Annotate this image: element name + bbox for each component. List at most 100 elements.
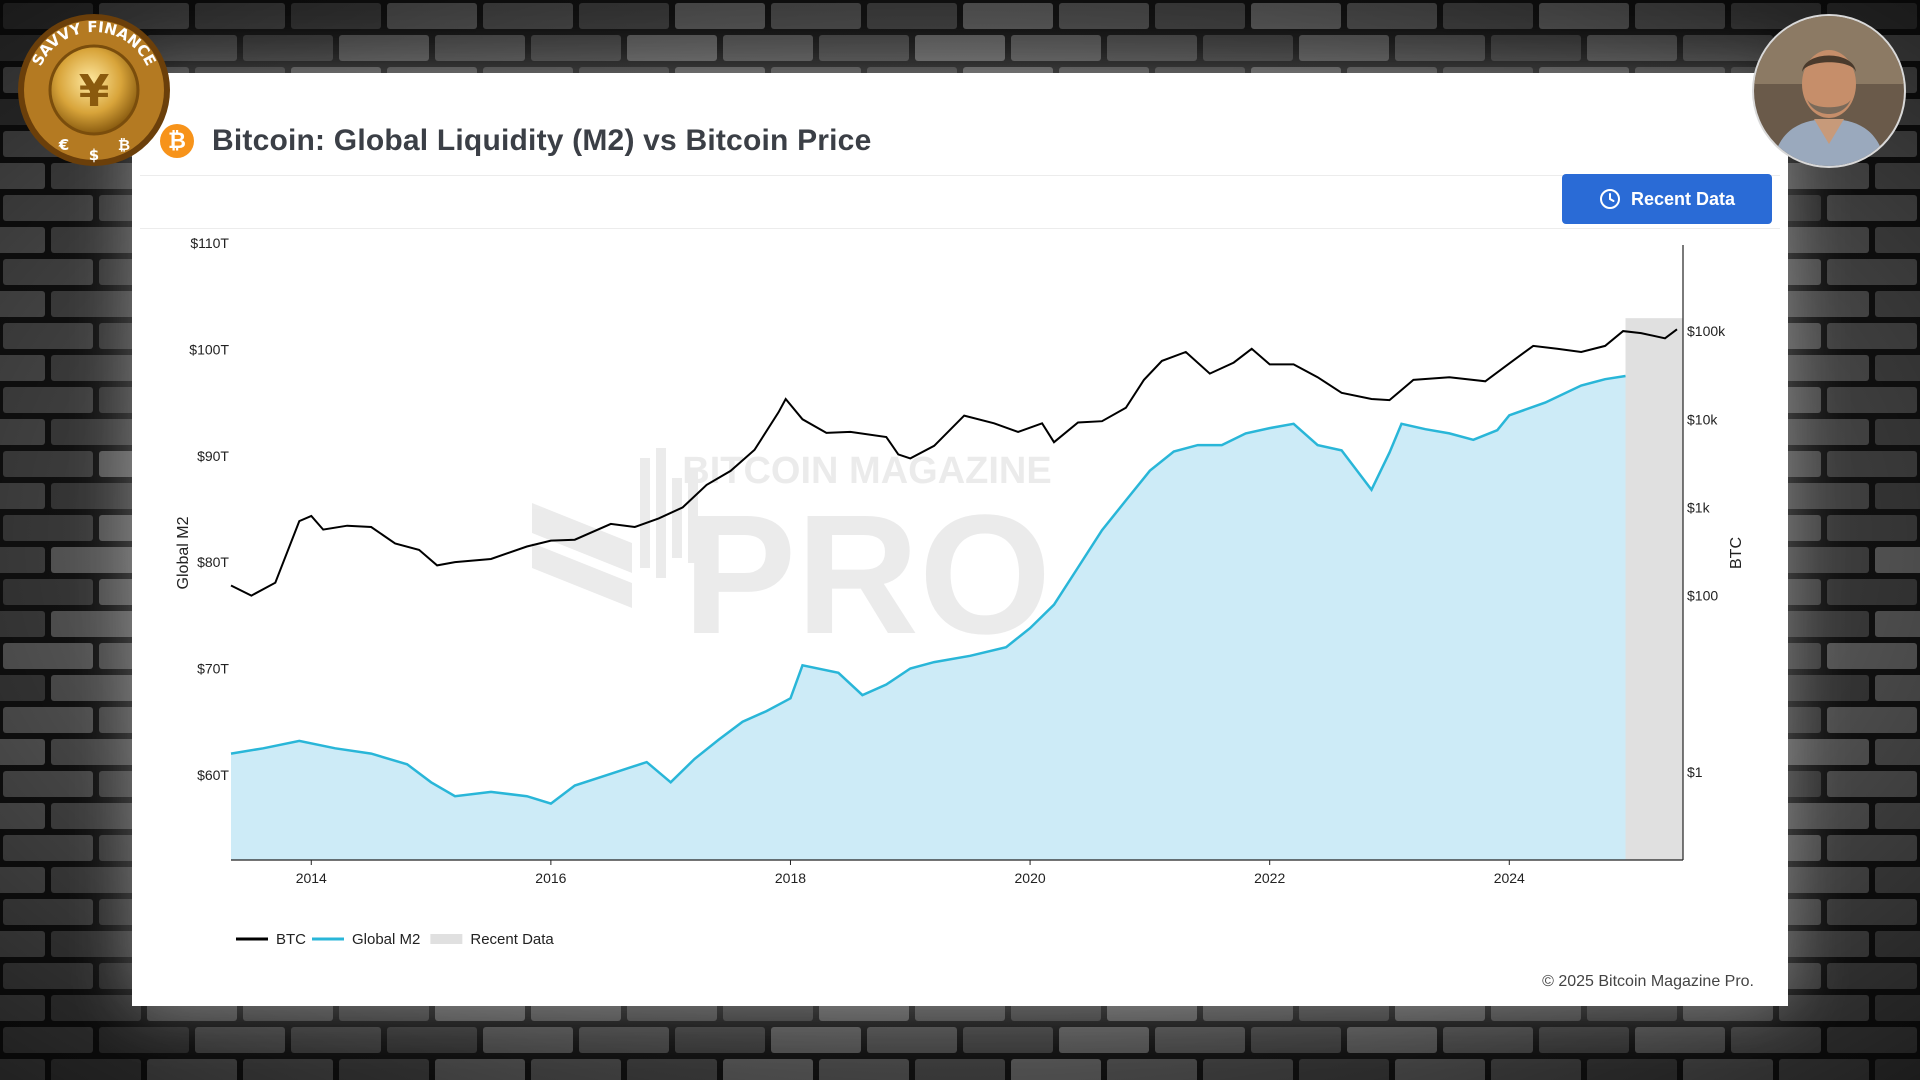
chart: BITCOIN MAGAZINE PRO 2014 2016 2018 2020 202… [175,235,1745,948]
brick [0,355,45,381]
brick [1395,35,1485,61]
brick [1299,1059,1389,1080]
brick [51,355,141,381]
brick [3,771,93,797]
presenter-avatar [1752,14,1906,168]
brick [1443,3,1533,29]
brick [1827,899,1917,925]
brick [1875,995,1920,1021]
brick [51,483,141,509]
brick [1299,35,1389,61]
brick [1875,1059,1920,1080]
brick [3,323,93,349]
brick [1779,483,1869,509]
brick [1827,387,1917,413]
brick [0,739,45,765]
brick [1491,1059,1581,1080]
legend-label[interactable]: BTC [276,931,306,948]
brick [435,1059,525,1080]
y-left-tick-label: $100T [189,341,229,357]
y-left-tick-label: $80T [197,554,229,570]
brick [3,707,93,733]
title-row: ₿ Bitcoin: Global Liquidity (M2) vs Bitc… [160,119,871,163]
brick [1011,1059,1101,1080]
brick [1875,867,1920,893]
brick [1827,963,1917,989]
brick [1539,1027,1629,1053]
brick [1875,931,1920,957]
brick [1635,1027,1725,1053]
brick [723,1059,813,1080]
brick [0,291,45,317]
brick [51,291,141,317]
brick [483,1027,573,1053]
brick [819,35,909,61]
brick [771,3,861,29]
legend-label[interactable]: Global M2 [352,931,420,948]
recent-data-button[interactable]: Recent Data [1562,174,1772,224]
brick [51,995,141,1021]
recent-data-button-label: Recent Data [1630,188,1736,209]
brick [1827,323,1917,349]
global-m2-line [230,374,1626,805]
brick [51,675,141,701]
brick [1251,1027,1341,1053]
brick [3,195,93,221]
brick [387,1027,477,1053]
brick [1347,3,1437,29]
brick [51,803,141,829]
bitcoin-icon: ₿ [160,124,194,158]
brick [243,35,333,61]
y-left-axis-title: Global M2 [175,516,192,589]
x-tick-label: 2014 [296,870,327,886]
brick [579,3,669,29]
brick [1875,227,1920,253]
brick [0,1059,45,1080]
brick [291,3,381,29]
brick [1827,579,1917,605]
brick [1779,611,1869,637]
x-tick-label: 2024 [1494,870,1525,886]
brick [1203,1059,1293,1080]
brick [1779,291,1869,317]
brick [1683,1059,1773,1080]
brick [1779,739,1869,765]
brick [0,419,45,445]
brick [0,867,45,893]
brick [1107,1059,1197,1080]
watermark-logo-icon [532,448,698,608]
brick [1827,771,1917,797]
brick [1635,3,1725,29]
y-left-tick-label: $110T [190,235,229,251]
brick [1827,643,1917,669]
watermark: BITCOIN MAGAZINE PRO [532,448,1052,670]
brick [3,835,93,861]
brick [1059,1027,1149,1053]
brick [915,1059,1005,1080]
brick [0,931,45,957]
brick [1779,227,1869,253]
y-right-tick-label: $100k [1687,323,1726,339]
brick [1779,1059,1869,1080]
logo-dollar-symbol: $ [89,146,99,164]
brick [1347,1027,1437,1053]
brick [1587,1059,1677,1080]
watermark-top-text: BITCOIN MAGAZINE [682,450,1051,492]
brick [51,419,141,445]
brick [1827,195,1917,221]
y-left-tick-label: $70T [197,661,229,677]
brick [1779,675,1869,701]
brick [3,515,93,541]
brick [243,1059,333,1080]
brick [1155,3,1245,29]
brick [3,1027,93,1053]
brick [1203,35,1293,61]
brick [339,35,429,61]
brick [1779,803,1869,829]
legend-label[interactable]: Recent Data [470,931,554,948]
brick [147,1059,237,1080]
brick [867,1027,957,1053]
brick [915,35,1005,61]
brick [819,1059,909,1080]
brick [0,803,45,829]
